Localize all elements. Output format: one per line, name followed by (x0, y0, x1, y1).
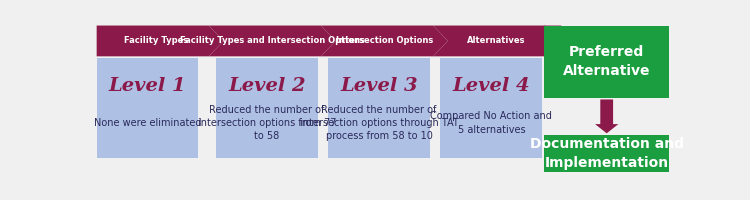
FancyBboxPatch shape (544, 135, 669, 172)
Polygon shape (433, 26, 560, 56)
Polygon shape (321, 26, 448, 56)
Text: Level 4: Level 4 (452, 77, 530, 95)
FancyBboxPatch shape (544, 26, 669, 98)
Polygon shape (97, 26, 224, 56)
Text: Preferred
Alternative: Preferred Alternative (563, 45, 650, 78)
Text: Compared No Action and
5 alternatives: Compared No Action and 5 alternatives (430, 111, 552, 135)
Polygon shape (209, 26, 335, 56)
Polygon shape (595, 99, 618, 133)
Text: Facility Types and Intersection Options: Facility Types and Intersection Options (180, 36, 364, 45)
Text: Level 2: Level 2 (228, 77, 306, 95)
Text: Facility Types: Facility Types (124, 36, 188, 45)
FancyBboxPatch shape (440, 58, 542, 158)
Text: Documentation and
Implementation: Documentation and Implementation (530, 137, 684, 170)
FancyBboxPatch shape (97, 58, 198, 158)
Text: None were eliminated: None were eliminated (94, 118, 201, 128)
Text: Alternatives: Alternatives (467, 36, 526, 45)
Text: Level 3: Level 3 (340, 77, 418, 95)
Text: Level 1: Level 1 (109, 77, 186, 95)
Polygon shape (544, 26, 575, 56)
Text: Reduced the number of
intersection options through TAT
process from 58 to 10: Reduced the number of intersection optio… (300, 105, 458, 141)
FancyBboxPatch shape (216, 58, 318, 158)
FancyBboxPatch shape (328, 58, 430, 158)
Text: Reduced the number of
intersection options from 77
to 58: Reduced the number of intersection optio… (198, 105, 336, 141)
Text: Intersection Options: Intersection Options (336, 36, 433, 45)
